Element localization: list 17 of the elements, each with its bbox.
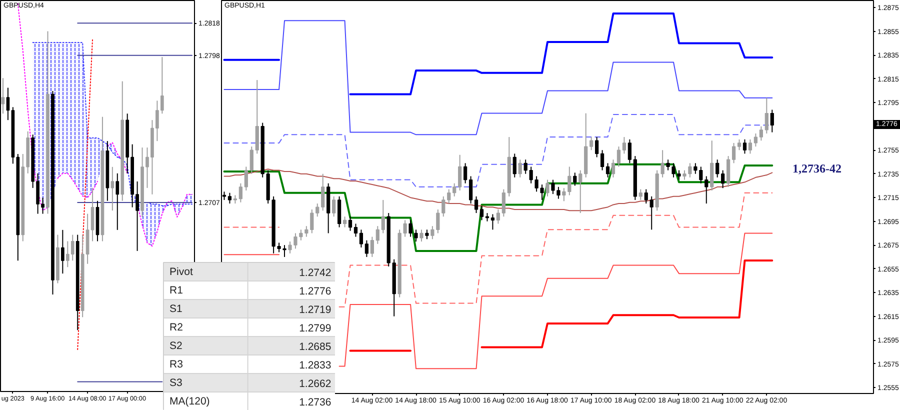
category-label: MA(120): [170, 395, 210, 408]
data-label: 1.2736: [299, 396, 332, 408]
category-label: S2: [170, 340, 183, 352]
annotation: 1,2736-42: [792, 162, 842, 176]
category-label: S3: [170, 376, 183, 389]
category-label: R1: [170, 284, 184, 296]
category-label: R3: [170, 358, 184, 370]
data-label: 1.2719: [299, 304, 332, 316]
data-label: 1.2776: [299, 285, 332, 298]
data-label: 1.2662: [299, 378, 332, 390]
category-label: S1: [170, 302, 183, 315]
category-label: Pivot: [170, 266, 193, 278]
data-label: 1.2685: [299, 340, 332, 353]
data-label: 1.2742: [299, 266, 332, 279]
data-label: 1.2833: [299, 359, 332, 372]
data-label: 1.2799: [299, 322, 332, 334]
category-label: R2: [170, 321, 184, 334]
